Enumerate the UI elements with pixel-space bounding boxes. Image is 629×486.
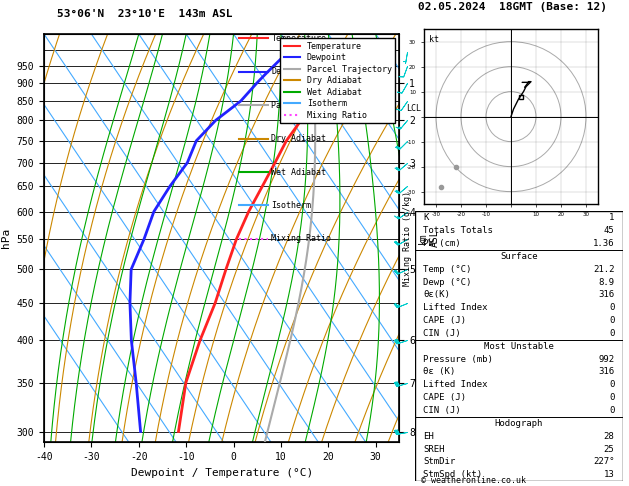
Text: Temperature: Temperature <box>272 34 326 43</box>
Text: Mixing Ratio (g/kg): Mixing Ratio (g/kg) <box>403 191 411 286</box>
Text: 1: 1 <box>609 213 615 222</box>
Text: 0: 0 <box>609 329 615 338</box>
Legend: Temperature, Dewpoint, Parcel Trajectory, Dry Adiabat, Wet Adiabat, Isotherm, Mi: Temperature, Dewpoint, Parcel Trajectory… <box>281 38 395 123</box>
Text: LCL: LCL <box>406 104 421 113</box>
Text: CAPE (J): CAPE (J) <box>423 316 467 325</box>
Text: StmDir: StmDir <box>423 457 455 467</box>
Text: Dewp (°C): Dewp (°C) <box>423 278 472 287</box>
Text: θε (K): θε (K) <box>423 367 455 377</box>
Text: θε(K): θε(K) <box>423 291 450 299</box>
Y-axis label: km
ASL: km ASL <box>418 229 440 247</box>
Text: EH: EH <box>423 432 434 441</box>
Text: 45: 45 <box>604 226 615 235</box>
Y-axis label: hPa: hPa <box>1 228 11 248</box>
Text: Surface: Surface <box>500 252 538 261</box>
Text: Temp (°C): Temp (°C) <box>423 265 472 274</box>
Text: 0: 0 <box>609 393 615 402</box>
Text: Totals Totals: Totals Totals <box>423 226 493 235</box>
Text: 0: 0 <box>609 406 615 415</box>
Text: StmSpd (kt): StmSpd (kt) <box>423 470 482 479</box>
Text: © weatheronline.co.uk: © weatheronline.co.uk <box>421 476 526 485</box>
Text: Wet Adiabat: Wet Adiabat <box>272 168 326 176</box>
Text: CIN (J): CIN (J) <box>423 406 461 415</box>
Text: 0: 0 <box>609 303 615 312</box>
Text: Most Unstable: Most Unstable <box>484 342 554 351</box>
Text: PW (cm): PW (cm) <box>423 239 461 248</box>
Text: 992: 992 <box>598 355 615 364</box>
Text: 21.2: 21.2 <box>593 265 615 274</box>
Text: 316: 316 <box>598 291 615 299</box>
Text: 13: 13 <box>604 470 615 479</box>
Text: SREH: SREH <box>423 445 445 453</box>
Text: kt: kt <box>428 35 438 44</box>
Text: CIN (J): CIN (J) <box>423 329 461 338</box>
Text: 1.36: 1.36 <box>593 239 615 248</box>
X-axis label: Dewpoint / Temperature (°C): Dewpoint / Temperature (°C) <box>131 468 313 478</box>
Text: 53°06'N  23°10'E  143m ASL: 53°06'N 23°10'E 143m ASL <box>57 9 232 19</box>
Text: Lifted Index: Lifted Index <box>423 381 488 389</box>
Text: Dewpoint: Dewpoint <box>272 67 311 76</box>
Text: 28: 28 <box>604 432 615 441</box>
Text: Isotherm: Isotherm <box>272 201 311 210</box>
Text: Mixing Ratio: Mixing Ratio <box>272 234 331 243</box>
Text: 227°: 227° <box>593 457 615 467</box>
Text: Parcel Trajectory: Parcel Trajectory <box>272 101 357 109</box>
Text: Lifted Index: Lifted Index <box>423 303 488 312</box>
Text: 0: 0 <box>609 381 615 389</box>
Text: K: K <box>423 213 429 222</box>
Text: 02.05.2024  18GMT (Base: 12): 02.05.2024 18GMT (Base: 12) <box>418 2 607 12</box>
Text: Dry Adiabat: Dry Adiabat <box>272 134 326 143</box>
Text: 316: 316 <box>598 367 615 377</box>
Text: Hodograph: Hodograph <box>495 419 543 428</box>
Text: Pressure (mb): Pressure (mb) <box>423 355 493 364</box>
Text: CAPE (J): CAPE (J) <box>423 393 467 402</box>
Text: 25: 25 <box>604 445 615 453</box>
Text: 8.9: 8.9 <box>598 278 615 287</box>
Text: 0: 0 <box>609 316 615 325</box>
